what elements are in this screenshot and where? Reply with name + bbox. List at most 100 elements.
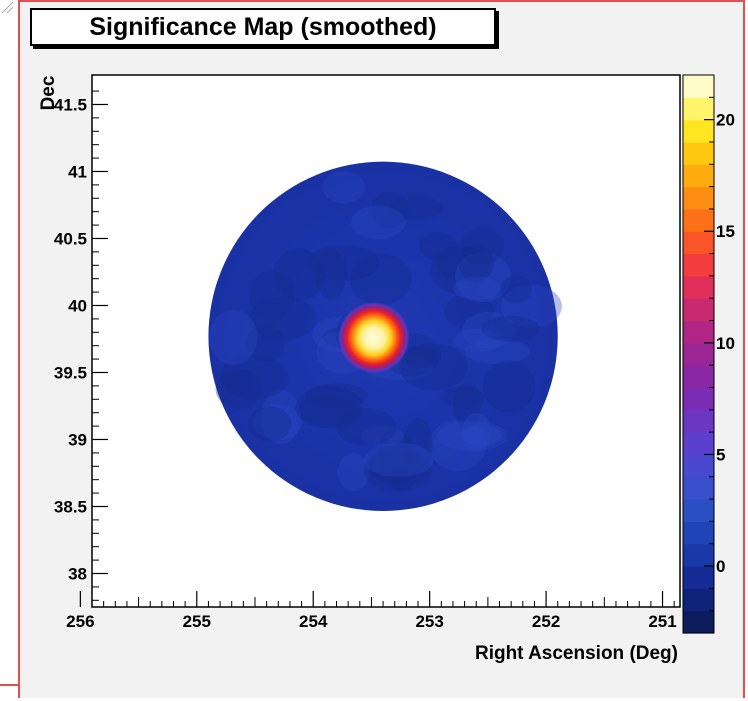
- colorbar-segment: [683, 186, 714, 210]
- noise-blob: [295, 386, 364, 429]
- noise-blob: [429, 419, 487, 472]
- colorbar-segment: [683, 566, 714, 589]
- noise-blob: [386, 466, 417, 490]
- noise-blob: [399, 343, 468, 391]
- colorbar-tick-label: 10: [716, 334, 735, 353]
- noise-blob: [378, 427, 414, 476]
- noise-blob: [436, 247, 491, 282]
- colorbar-tick-label: 0: [716, 557, 725, 576]
- noise-blob: [337, 453, 369, 491]
- y-tick-label: 38.5: [54, 497, 87, 516]
- noise-blob: [363, 442, 434, 477]
- colorbar-segment: [683, 499, 714, 522]
- x-tick-label: 254: [299, 612, 328, 631]
- noise-blob: [458, 244, 494, 282]
- noise-blob: [293, 396, 363, 426]
- noise-blob: [305, 383, 368, 409]
- y-axis-title: Dec: [38, 75, 59, 110]
- noise-blob: [462, 311, 517, 349]
- noise-blob: [322, 171, 366, 204]
- noise-blob: [454, 252, 511, 303]
- colorbar-segment: [683, 432, 714, 456]
- x-axis: 256 255 254 253 252 251: [66, 591, 677, 631]
- resize-grip-icon[interactable]: [0, 0, 14, 14]
- noise-blob: [461, 412, 492, 453]
- noise-blob: [246, 325, 285, 362]
- colorbar-segment: [683, 141, 714, 165]
- colorbar-segment: [683, 97, 714, 121]
- colorbar-segment: [683, 253, 714, 277]
- noise-blob: [389, 195, 444, 221]
- colorbar-tick-label: 5: [716, 445, 725, 464]
- colorbar-segment: [683, 320, 714, 344]
- noise-blob: [462, 424, 502, 446]
- colorbar: 0 5 10 15 20: [682, 74, 735, 634]
- colorbar-segment: [683, 119, 714, 143]
- x-axis-title: Right Ascension (Deg): [475, 643, 678, 664]
- noise-blob: [349, 253, 412, 305]
- colorbar-segment: [683, 521, 714, 545]
- noise-blob: [444, 293, 495, 330]
- noise-blob: [273, 248, 325, 302]
- noise-blob: [418, 232, 459, 261]
- y-tick-label: 41.5: [54, 95, 87, 114]
- noise-blob: [215, 369, 262, 409]
- noise-blob: [464, 338, 530, 365]
- noise-blob: [315, 248, 347, 300]
- x-tick-label: 252: [532, 612, 560, 631]
- noise-blob: [403, 417, 433, 473]
- noise-blob: [368, 445, 422, 484]
- noise-blob: [499, 275, 532, 304]
- canvas-border-fragment: [0, 684, 20, 686]
- colorbar-segment: [683, 164, 714, 188]
- colorbar-segment: [683, 387, 714, 411]
- noise-blob: [453, 276, 501, 300]
- noise-blob: [209, 309, 258, 365]
- noise-blob: [453, 381, 482, 429]
- y-tick-label: 39: [68, 430, 87, 449]
- noise-blob: [248, 296, 317, 341]
- y-tick-label: 38: [68, 564, 87, 583]
- x-tick-label: 255: [183, 612, 211, 631]
- noise-blob: [363, 449, 432, 492]
- noise-blob: [249, 270, 295, 321]
- colorbar-segment: [683, 231, 714, 255]
- heatmap-layer: [208, 161, 562, 511]
- noise-blob: [252, 404, 303, 441]
- noise-blob: [219, 354, 289, 400]
- y-tick-label: 41: [68, 162, 87, 181]
- chart-title: Significance Map (smoothed): [30, 8, 496, 46]
- colorbar-segment: [683, 610, 714, 634]
- colorbar-segment: [683, 275, 714, 299]
- noise-blob: [248, 406, 292, 442]
- colorbar-segment: [683, 298, 714, 322]
- x-tick-label: 256: [66, 612, 94, 631]
- colorbar-tick-label: 15: [716, 222, 735, 241]
- noise-blob: [371, 191, 410, 228]
- noise-blob: [482, 360, 535, 413]
- colorbar-segment: [683, 75, 714, 98]
- colorbar-tick-label: 20: [716, 111, 735, 130]
- noise-blob: [361, 425, 404, 447]
- colorbar-frame: [682, 74, 715, 634]
- colorbar-segment: [683, 409, 714, 433]
- colorbar-segment: [683, 454, 714, 478]
- y-tick-label: 40.5: [54, 229, 87, 248]
- background-fluctuations: [209, 171, 562, 492]
- colorbar-segment: [683, 208, 714, 232]
- y-axis: 38 38.5 39 39.5 40 40.5 41 41.5: [54, 90, 108, 601]
- noise-blob: [453, 328, 501, 353]
- x-tick-label: 253: [415, 612, 443, 631]
- noise-blob: [308, 244, 380, 281]
- noise-blob: [500, 284, 562, 328]
- colorbar-segment: [683, 365, 714, 389]
- noise-blob: [261, 389, 301, 445]
- noise-blob: [481, 315, 540, 342]
- noise-blob: [350, 205, 406, 240]
- x-tick-label: 251: [648, 612, 676, 631]
- colorbar-segment: [683, 342, 714, 366]
- y-tick-label: 40: [68, 296, 87, 315]
- source-hotspot: [337, 301, 410, 374]
- noise-blob: [336, 408, 397, 446]
